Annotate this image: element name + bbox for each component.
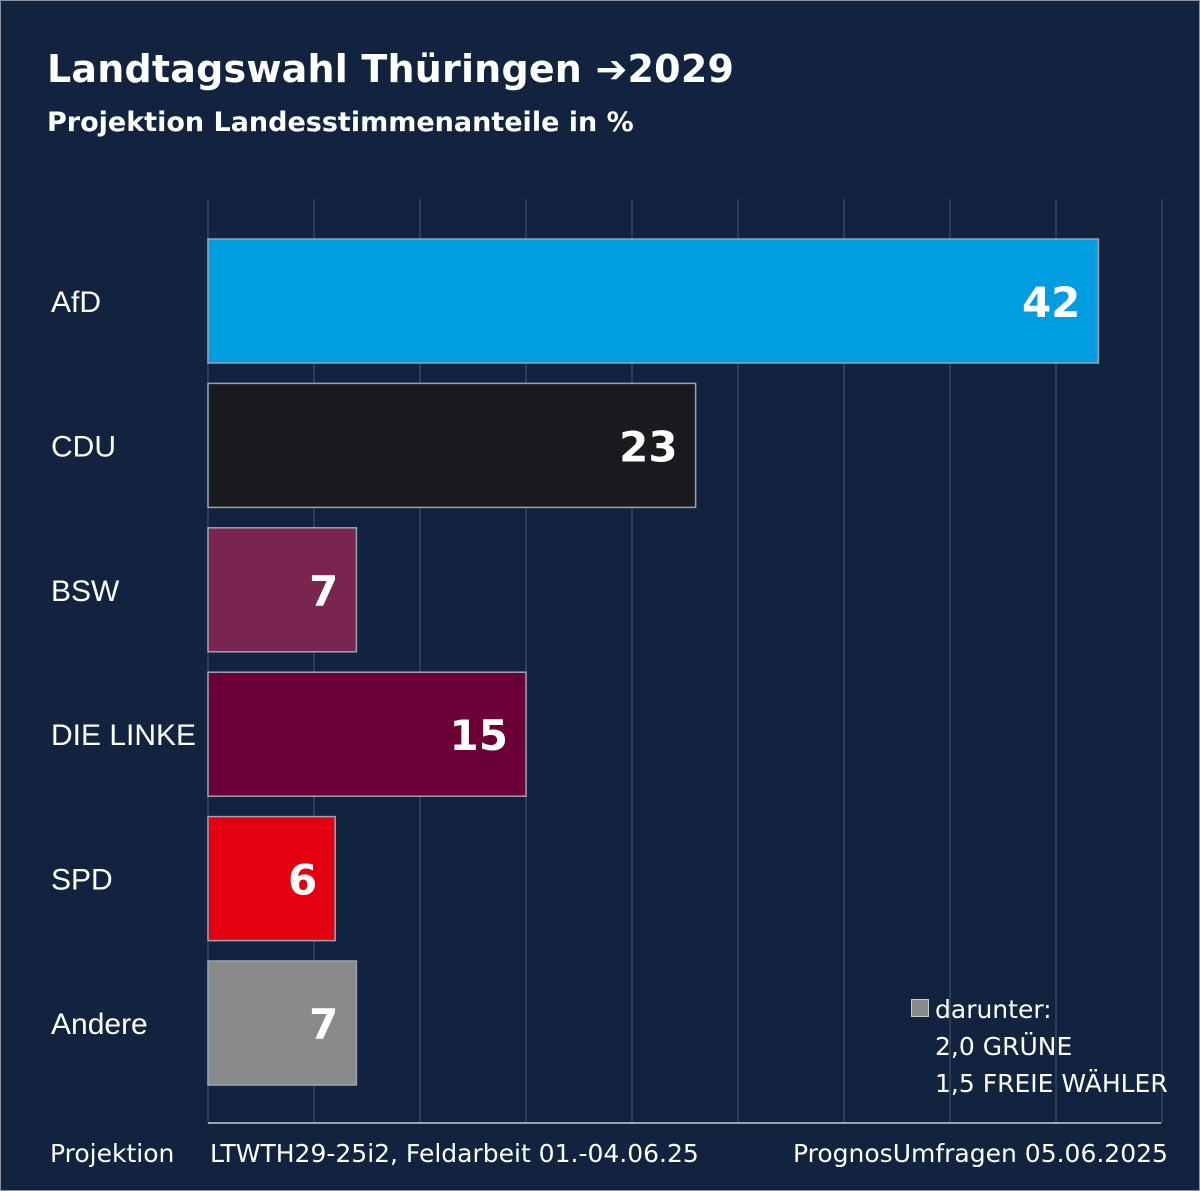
value-label: 7 [309, 567, 338, 616]
legend-heading: darunter: [935, 995, 1052, 1024]
footer-fieldwork: LTWTH29-25i2, Feldarbeit 01.-04.06.25 [210, 1139, 699, 1168]
legend-note: darunter: 2,0 GRÜNE 1,5 FREIE WÄHLER [911, 991, 1168, 1102]
bar-afd [207, 238, 1100, 364]
category-label: BSW [51, 575, 120, 608]
footer-source: PrognosUmfragen 05.06.2025 [793, 1139, 1168, 1168]
bar-bsw [207, 527, 358, 653]
value-label: 15 [450, 711, 508, 760]
category-label: AfD [51, 286, 101, 319]
chart-subtitle: Projektion Landesstimmenanteile in % [47, 107, 634, 138]
value-label: 42 [1022, 278, 1080, 327]
bar-andere [207, 960, 358, 1086]
category-label: CDU [51, 430, 116, 463]
category-label: DIE LINKE [51, 719, 196, 752]
legend-item-gruene: 2,0 GRÜNE [935, 1032, 1073, 1061]
chart-title: Landtagswahl Thüringen ➔2029 [47, 47, 735, 91]
footer-label: Projektion [50, 1139, 175, 1168]
value-label: 7 [309, 1000, 338, 1049]
value-label: 23 [619, 422, 677, 471]
bar-spd [207, 815, 336, 942]
legend-swatch [911, 999, 929, 1017]
value-label: 6 [288, 856, 317, 905]
bar-cdu [207, 382, 697, 509]
category-label: Andere [51, 1008, 148, 1041]
bar-die-linke [207, 671, 527, 797]
legend-item-freie-waehler: 1,5 FREIE WÄHLER [935, 1069, 1168, 1098]
category-label: SPD [51, 864, 113, 897]
